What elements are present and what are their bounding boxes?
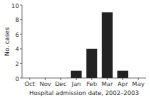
x-tick-label: Jan	[71, 80, 81, 88]
x-tick-label: Feb	[86, 80, 97, 87]
y-tick	[20, 5, 22, 6]
x-tick-label: Mar	[102, 80, 114, 87]
x-axis-line	[22, 78, 146, 79]
bar	[117, 71, 128, 78]
x-tick-label: Nov	[39, 80, 51, 87]
bar	[102, 12, 113, 78]
bar	[71, 71, 82, 78]
y-tick-label: 4	[15, 45, 19, 52]
y-tick	[20, 48, 22, 49]
y-tick	[20, 34, 22, 35]
y-tick	[20, 19, 22, 20]
y-tick-label: 8	[15, 16, 19, 23]
y-tick	[20, 63, 22, 64]
y-tick	[20, 78, 22, 79]
bar	[86, 49, 97, 78]
y-tick-label: 6	[15, 31, 19, 38]
y-tick-label: 0	[15, 75, 19, 82]
x-tick-label: May	[132, 80, 145, 88]
y-tick-label: 10	[11, 2, 19, 9]
x-tick-label: Dec	[55, 80, 67, 87]
y-axis-label: No. cases	[3, 27, 10, 56]
y-axis-line	[22, 5, 23, 78]
y-tick-label: 2	[15, 60, 19, 67]
x-tick-label: Oct	[25, 80, 36, 87]
bars	[71, 12, 128, 78]
chart-container: 0 2 4 6 8 10 OctNov Dec Jan Feb Mar AprMayHospital …	[0, 0, 150, 98]
chart: 0 2 4 6 8 10 OctNov Dec Jan Feb Mar AprMayHospital …	[0, 0, 150, 98]
x-axis-label: Hospital admission date, 2002–2003	[29, 89, 139, 97]
x-tick-label: Apr	[118, 80, 129, 88]
